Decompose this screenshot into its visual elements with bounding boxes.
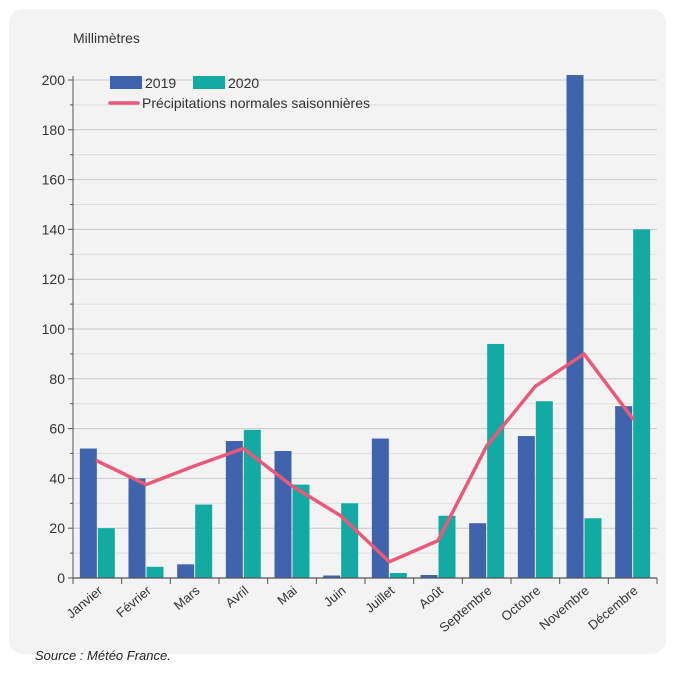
x-tick-label-Mai: Mai xyxy=(274,583,300,608)
bar-2020-Juillet xyxy=(389,573,407,578)
x-tick-label-Décembre: Décembre xyxy=(585,583,641,633)
bar-2019-Septembre xyxy=(469,523,487,578)
y-tick-label: 180 xyxy=(42,122,66,138)
bar-2019-Mai xyxy=(274,451,292,578)
y-tick-label: 160 xyxy=(42,172,66,188)
x-tick-label-Septembre: Septembre xyxy=(436,583,494,635)
y-tick-label: 60 xyxy=(49,421,65,437)
legend-swatch-2020 xyxy=(193,76,225,89)
y-tick-label: 100 xyxy=(42,321,66,337)
bar-2019-Août xyxy=(420,575,438,578)
y-tick-label: 40 xyxy=(49,470,65,486)
bar-2020-Décembre xyxy=(633,229,651,578)
y-tick-label: 200 xyxy=(42,72,66,88)
x-tick-label-Novembre: Novembre xyxy=(536,583,592,633)
y-tick-label: 0 xyxy=(57,570,65,586)
bar-2020-Février xyxy=(146,566,164,578)
x-tick-label-Février: Février xyxy=(113,582,154,620)
x-tick-label-Juin: Juin xyxy=(321,583,349,610)
source-note: Source : Météo France. xyxy=(35,648,171,663)
bar-2020-Mai xyxy=(292,484,310,578)
bar-2020-Octobre xyxy=(535,401,553,578)
x-tick-label-Avril: Avril xyxy=(222,583,251,611)
legend-label-2019: 2019 xyxy=(145,75,176,91)
y-tick-label: 80 xyxy=(49,371,65,387)
x-tick-label-Octobre: Octobre xyxy=(498,583,543,624)
y-tick-label: 20 xyxy=(49,520,65,536)
x-tick-label-Août: Août xyxy=(416,583,446,612)
bar-2019-Février xyxy=(128,478,146,578)
x-tick-label-Juillet: Juillet xyxy=(362,583,397,616)
bar-2019-Juin xyxy=(323,575,341,578)
bar-2019-Décembre xyxy=(615,406,633,578)
legend-swatch-2019 xyxy=(110,76,142,89)
bar-2020-Juin xyxy=(341,503,359,578)
bar-layer xyxy=(79,75,651,579)
bar-2020-Mars xyxy=(195,504,213,578)
bar-2020-Janvier xyxy=(97,528,115,578)
line-series-normales xyxy=(95,352,635,564)
bar-2019-Avril xyxy=(225,441,243,578)
x-tick-label-Mars: Mars xyxy=(171,582,203,612)
bar-2019-Octobre xyxy=(517,436,535,578)
x-tick-label-Janvier: Janvier xyxy=(64,582,106,621)
bar-2019-Juillet xyxy=(371,438,389,578)
y-tick-label: 120 xyxy=(42,271,66,287)
y-tick-label: 140 xyxy=(42,221,66,237)
bar-2019-Novembre xyxy=(566,75,584,579)
grid-layer xyxy=(73,79,657,579)
bar-2020-Avril xyxy=(243,429,261,578)
bar-2019-Janvier xyxy=(79,448,97,578)
bar-2019-Mars xyxy=(177,564,195,578)
bar-2020-Septembre xyxy=(487,343,505,578)
bar-2020-Novembre xyxy=(584,518,602,578)
legend-label-normales: Précipitations normales saisonnières xyxy=(142,95,370,111)
chart-card xyxy=(9,9,666,654)
line-layer xyxy=(95,352,635,564)
legend-label-2020: 2020 xyxy=(228,75,259,91)
y-axis-title: Millimètres xyxy=(73,30,140,46)
legend: 2019 2020 Précipitations normales saisonni… xyxy=(108,75,370,111)
